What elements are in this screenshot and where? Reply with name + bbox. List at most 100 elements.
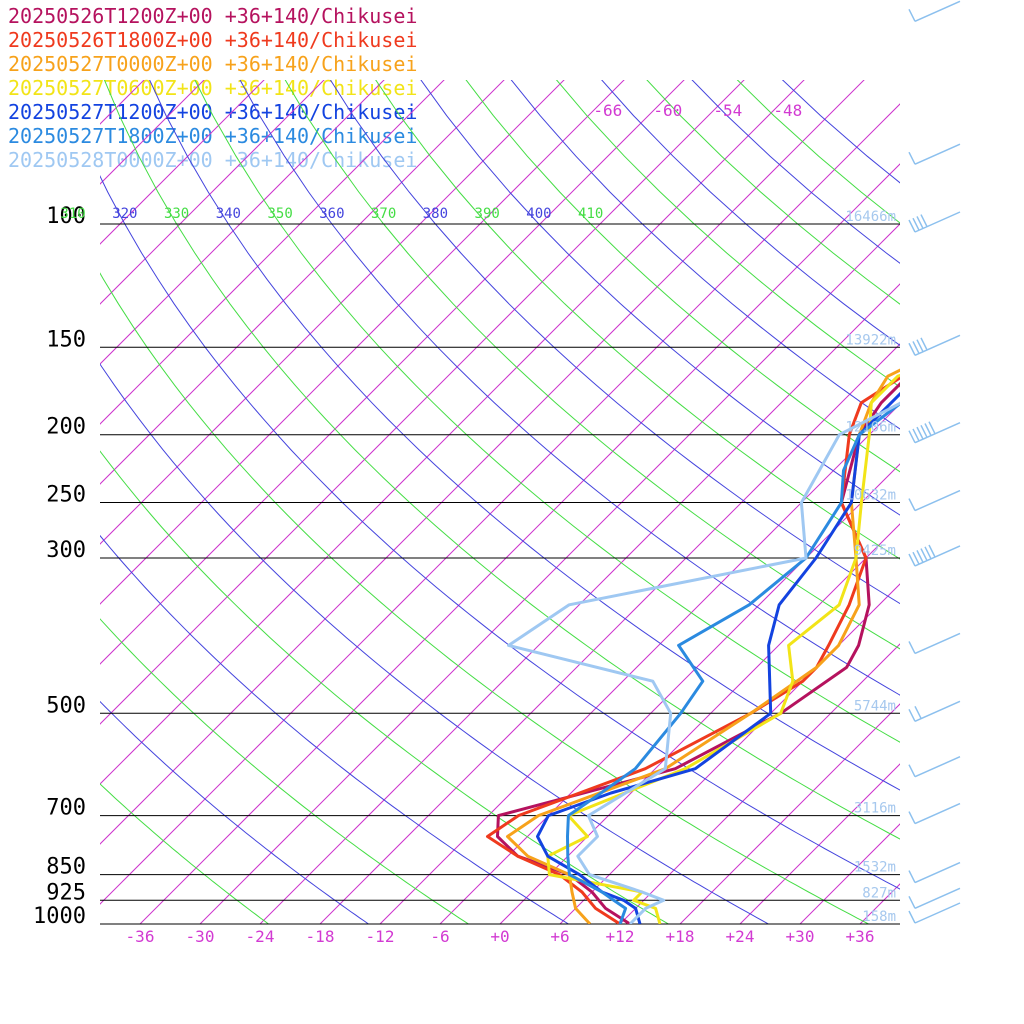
legend-entry: 20250527T1200Z+00 +36+140/Chikusei: [8, 100, 418, 124]
isotherm-line: [0, 0, 219, 924]
wind-barb-feather: [912, 551, 920, 565]
wind-barb: [908, 802, 961, 825]
theta-label: 410: [578, 206, 603, 222]
temperature-tick-label: -6: [430, 927, 449, 946]
wind-barb-staff: [914, 0, 961, 22]
wind-barb-feather: [928, 421, 936, 435]
temperature-tick-label: -24: [246, 927, 275, 946]
legend-entry: 20250527T0600Z+00 +36+140/Chikusei: [8, 76, 418, 100]
wind-barb: [908, 700, 961, 722]
isotherm-line: [679, 703, 900, 924]
isotherm-top-label: -60: [653, 101, 682, 120]
legend-entry: 20250527T0000Z+00 +36+140/Chikusei: [8, 52, 418, 76]
temperature-tick-label: +24: [726, 927, 755, 946]
wind-barb-staff: [914, 700, 961, 722]
dry-adiabat-line: [420, 80, 900, 516]
pressure-tick-label: 700: [46, 796, 86, 821]
wind-barb-staff: [914, 334, 961, 356]
legend-entry: 20250528T0000Z+00 +36+140/Chikusei: [8, 148, 418, 172]
wind-barb-feather: [908, 811, 916, 824]
theta-label: 320: [112, 206, 137, 222]
dry-adiabat-line: [100, 783, 269, 924]
wind-barb-staff: [914, 632, 961, 655]
temperature-tick-label: +36: [846, 927, 875, 946]
wind-barb-feather: [916, 550, 924, 563]
temperature-tick-label: +6: [550, 927, 569, 946]
wind-barb: [908, 756, 961, 778]
temperature-trace: [546, 373, 900, 924]
wind-barb: [908, 0, 961, 22]
pressure-tick-label: 150: [46, 327, 86, 352]
temperature-trace: [566, 401, 900, 924]
dry-adiabat-line: [100, 534, 569, 924]
height-label: 1532m: [854, 860, 896, 876]
isotherm-line: [100, 80, 205, 185]
isotherm-line: [439, 463, 900, 924]
isotherm-line: [100, 80, 745, 725]
isotherm-line: [0, 0, 159, 924]
wind-barb-feather: [908, 910, 916, 924]
pressure-tick-label: 100: [46, 204, 86, 229]
wind-barb-feather: [920, 214, 928, 227]
height-label: 827m: [862, 885, 896, 901]
dry-adiabat-line: [465, 80, 900, 473]
isotherm-line: [100, 80, 265, 245]
isotherm-line: [379, 403, 900, 924]
wind-barb-feather: [916, 216, 924, 229]
temperature-trace: [507, 401, 900, 924]
isotherm-line: [100, 80, 445, 425]
wind-barb-staff: [914, 887, 961, 909]
wind-barb-feather: [908, 219, 916, 233]
legend-entry: 20250526T1800Z+00 +36+140/Chikusei: [8, 28, 418, 52]
isotherm-line: [100, 80, 565, 545]
isotherm-line: [0, 0, 99, 924]
height-label: 10632m: [845, 488, 896, 504]
temperature-trace: [486, 376, 900, 924]
isotherm-line: [799, 823, 900, 924]
temperature-tick-label: +0: [490, 927, 509, 946]
theta-label: 370: [371, 206, 396, 222]
dry-adiabat-line: [555, 80, 900, 388]
isotherm-line: [920, 0, 1024, 924]
isotherm-line: [619, 643, 900, 924]
dry-adiabat-line: [100, 700, 369, 924]
isotherm-line: [0, 0, 39, 924]
temperature-tick-label: -36: [126, 927, 155, 946]
isobar-lines: [100, 223, 900, 925]
wind-barb-feather: [908, 895, 916, 909]
isotherm-line: [100, 103, 900, 905]
isotherm-line: [100, 80, 685, 665]
theta-label: 310: [60, 206, 85, 222]
wind-barb: [908, 902, 961, 924]
pressure-tick-label: 200: [46, 415, 86, 440]
wind-barb-feather: [912, 217, 920, 231]
dry-adiabat-line: [736, 80, 900, 224]
wind-barb-staff: [914, 802, 961, 825]
dry-adiabat-line: [100, 450, 669, 924]
wind-barb-feather: [920, 424, 928, 438]
dry-adiabat-line: [100, 175, 900, 890]
height-label: 158m: [862, 909, 896, 925]
wind-barb-feather: [908, 430, 916, 444]
height-label: 12106m: [845, 420, 896, 436]
height-label: 16466m: [845, 209, 896, 225]
wind-barb-staff: [914, 861, 961, 884]
temperature-tick-label: +30: [786, 927, 815, 946]
isotherm-line: [100, 80, 805, 785]
isotherm-top-label: -54: [713, 101, 742, 120]
pressure-tick-label: 250: [46, 483, 86, 508]
isotherm-line: [319, 343, 900, 924]
pressure-tick-label: 300: [46, 538, 86, 563]
temperature-traces: [486, 368, 900, 924]
theta-label: 360: [319, 206, 344, 222]
theta-label: 340: [216, 206, 241, 222]
wind-barb: [908, 489, 961, 512]
skewed-grid-lines: [0, 0, 1024, 924]
theta-label: 330: [164, 206, 189, 222]
height-label: 13922m: [845, 332, 896, 348]
temperature-tick-label: +12: [606, 927, 635, 946]
wind-barb-feather: [908, 498, 916, 511]
pressure-tick-label: 850: [46, 855, 86, 880]
wind-barb-staff: [914, 489, 961, 512]
